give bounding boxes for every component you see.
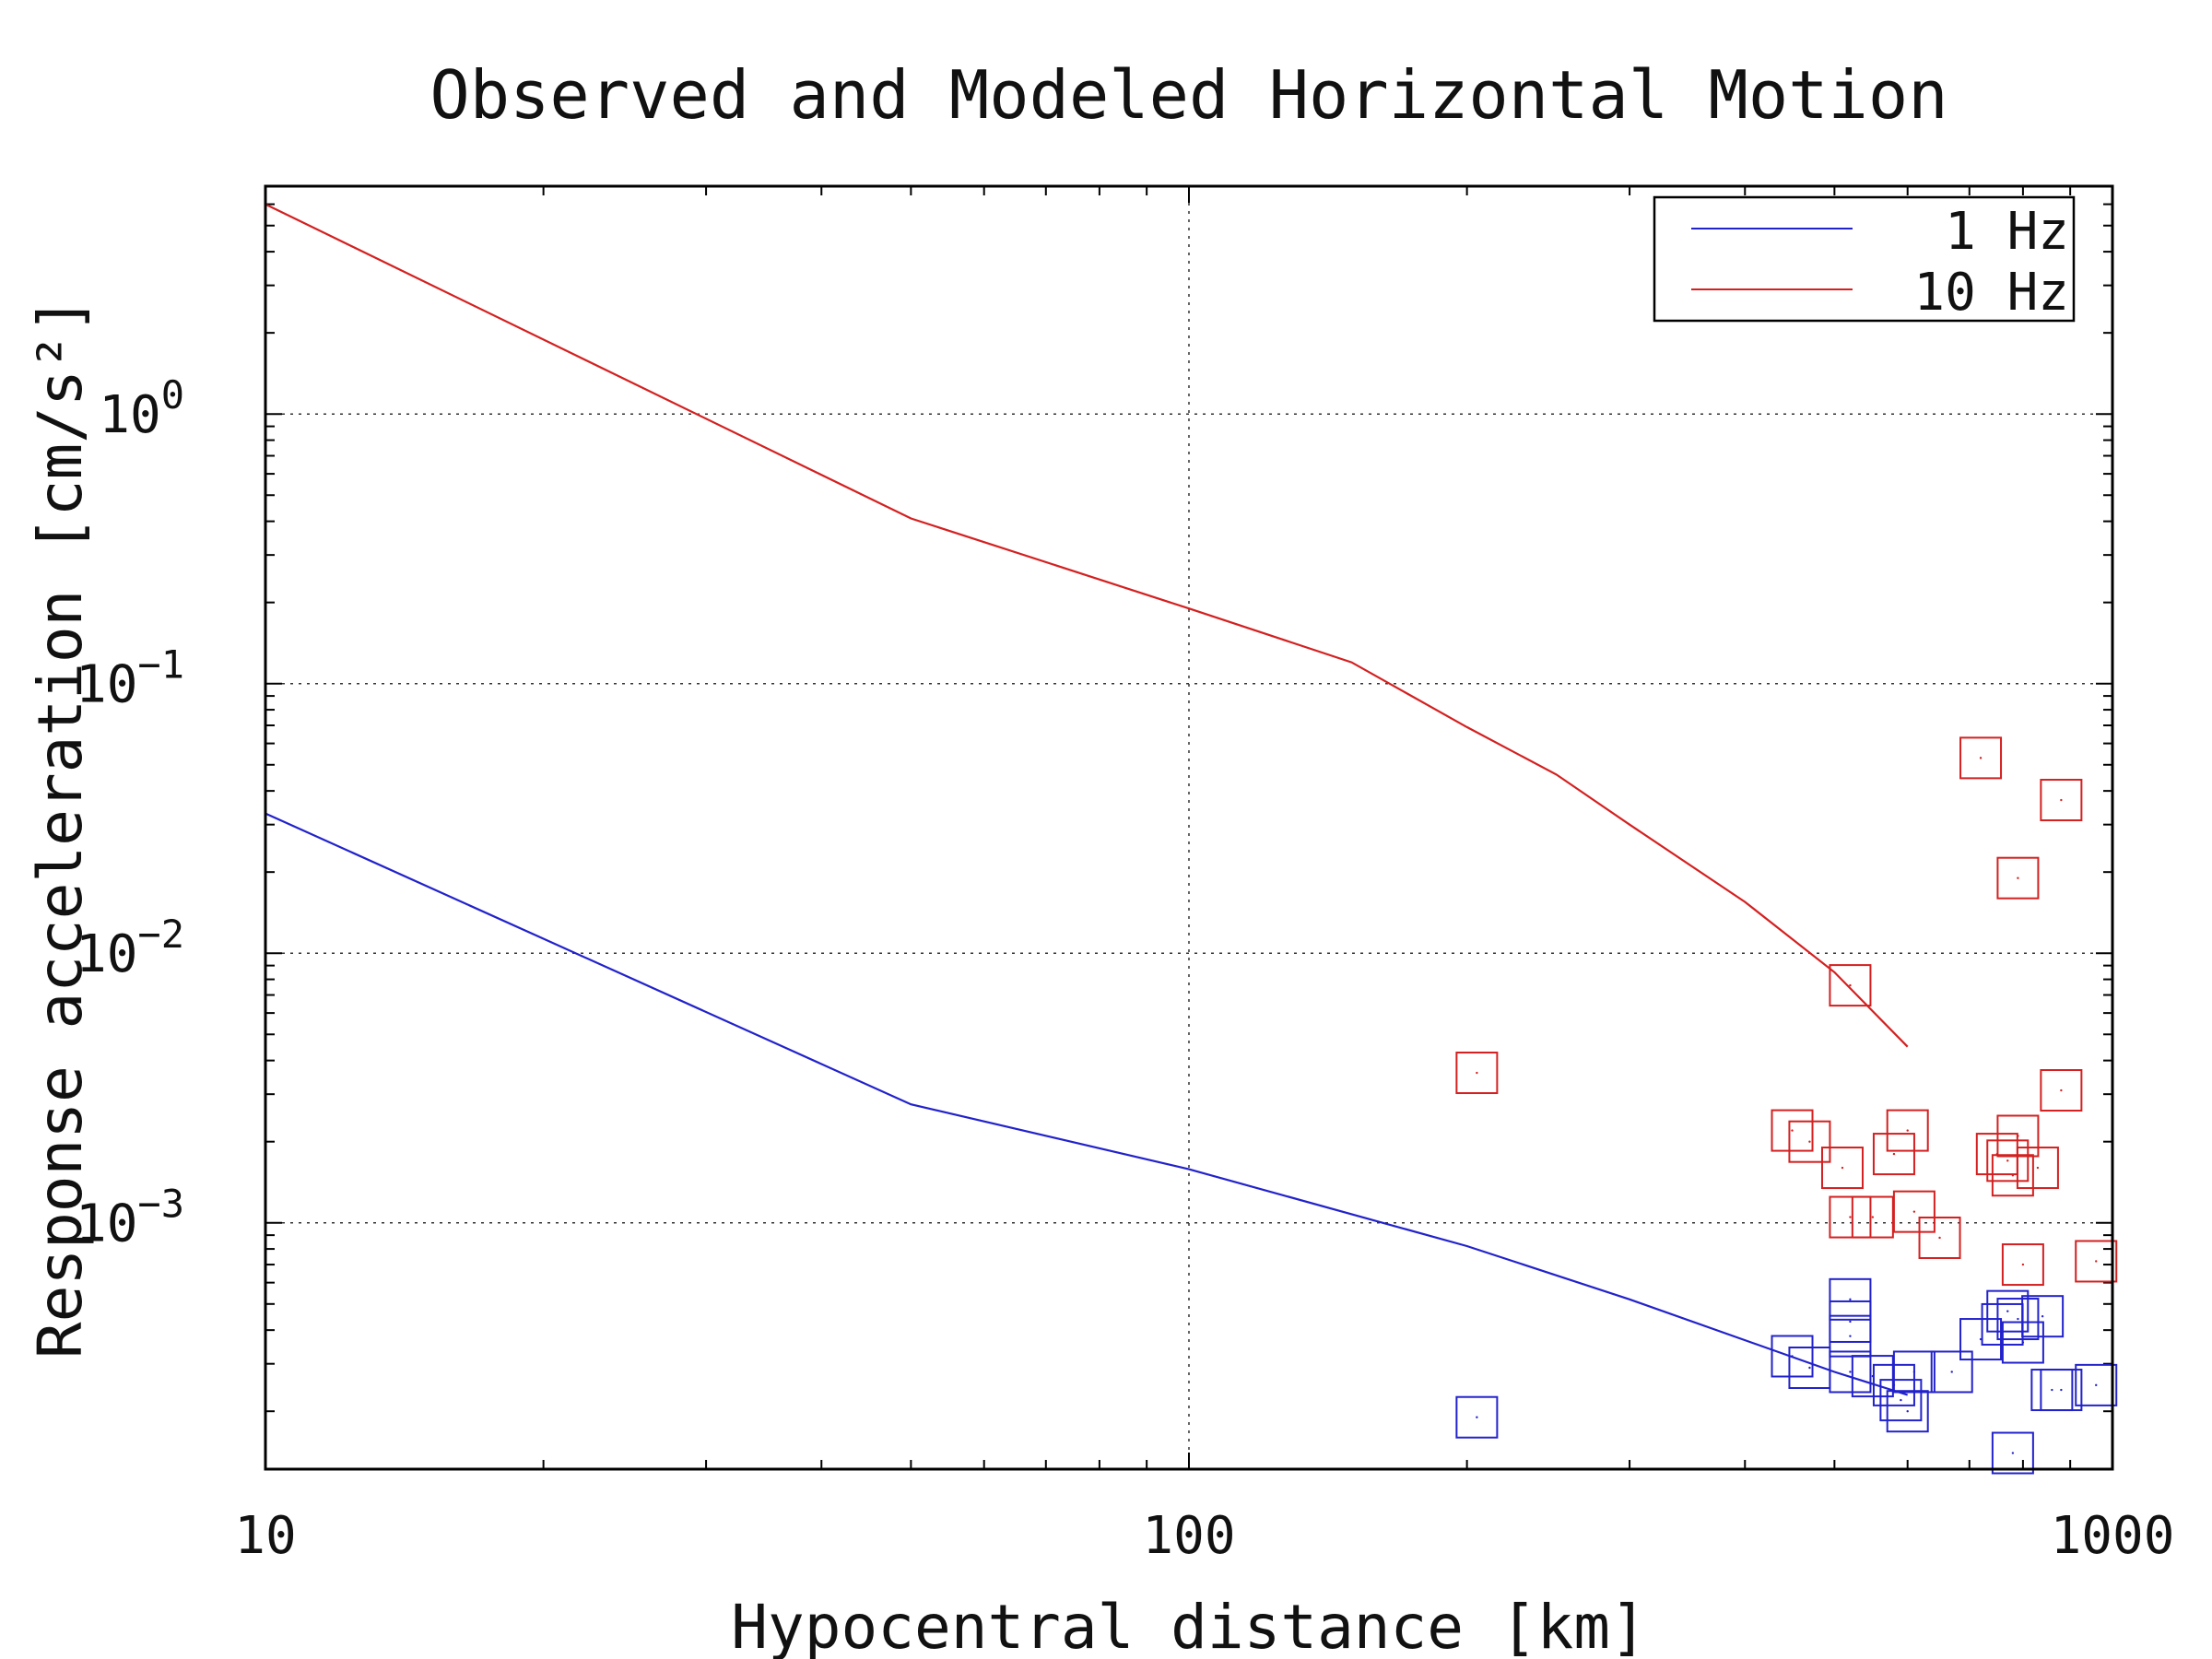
observed-point-1hz	[1996, 1298, 2040, 1341]
x-tick-label: 1000	[2051, 1506, 2175, 1566]
observed-point-10hz	[2040, 1069, 2083, 1112]
observed-point-10hz	[1829, 1195, 1872, 1239]
observed-point-center-1hz	[2041, 1314, 2044, 1318]
observed-point-1hz	[2075, 1363, 2118, 1406]
observed-point-10hz	[2040, 779, 2083, 822]
observed-point-10hz	[2001, 1243, 2044, 1287]
observed-point-center-1hz	[1912, 1371, 1916, 1373]
observed-point-center-1hz	[2017, 1317, 2019, 1321]
observed-point-1hz	[1930, 1350, 1973, 1394]
observed-point-10hz	[2075, 1240, 2118, 1283]
model-line-1hz	[265, 812, 1909, 1396]
observed-point-center-10hz	[2060, 1088, 2063, 1092]
observed-point-center-1hz	[1849, 1298, 1852, 1301]
minor-ticks	[265, 185, 2112, 1469]
x-tick-labels: 10 100 1000	[234, 1506, 2174, 1566]
observed-point-center-10hz	[1476, 1071, 1478, 1075]
chart-title: Observed and Modeled Horizontal Motion	[429, 56, 1947, 134]
observed-point-center-10hz	[2011, 1174, 2015, 1177]
observed-point-10hz	[1872, 1133, 1915, 1176]
observed-point-center-10hz	[1892, 1152, 1896, 1156]
observed-point-1hz	[2021, 1295, 2065, 1338]
observed-point-center-10hz	[2017, 1135, 2019, 1137]
observed-point-center-10hz	[2006, 1159, 2009, 1162]
observed-point-1hz	[1879, 1379, 1923, 1422]
observed-point-center-10hz	[2021, 1263, 2025, 1266]
observed-point-center-10hz	[2060, 798, 2063, 802]
observed-point-10hz	[1820, 1147, 1864, 1190]
observed-point-center-1hz	[2011, 1452, 2015, 1454]
observed-point-10hz	[1918, 1216, 1961, 1259]
observed-point-center-1hz	[1808, 1366, 1811, 1370]
observed-point-1hz	[1991, 1431, 2034, 1475]
y-tick-label: 100	[99, 372, 184, 445]
observed-point-1hz	[1892, 1350, 1936, 1394]
observed-point-1hz	[1829, 1350, 1872, 1394]
observed-point-center-1hz	[1950, 1371, 1953, 1373]
observed-point-center-1hz	[1849, 1335, 1852, 1337]
observed-point-1hz	[1829, 1314, 1872, 1358]
y-tick-labels: 100 10−1 10−2 10−3	[76, 372, 184, 1254]
y-axis-label: Response acceleration [cm/s²]	[25, 297, 96, 1359]
observed-point-center-10hz	[1808, 1140, 1811, 1143]
observed-point-10hz	[1959, 736, 2003, 780]
observed-point-center-1hz	[2006, 1310, 2009, 1312]
x-tick-label: 10	[234, 1506, 296, 1566]
observed-point-center-10hz	[1979, 757, 1983, 759]
legend-label-10hz: 10 Hz	[1913, 263, 2069, 323]
observed-point-10hz	[1771, 1109, 1814, 1152]
legend-box	[1653, 195, 2076, 323]
observed-point-center-1hz	[2051, 1388, 2053, 1392]
y-tick-label: 10−1	[76, 642, 184, 715]
x-tick-label: 100	[1142, 1506, 1235, 1566]
observed-point-1hz	[1851, 1355, 1894, 1398]
observed-point-1hz	[1829, 1277, 1872, 1321]
observed-point-10hz	[1892, 1190, 1936, 1233]
observed-point-1hz	[1986, 1289, 2030, 1333]
observed-point-center-10hz	[2017, 877, 2019, 879]
observed-point-center-10hz	[2036, 1166, 2040, 1170]
observed-point-10hz	[1991, 1154, 2034, 1197]
observed-point-center-1hz	[2095, 1383, 2098, 1387]
observed-point-center-10hz	[1906, 1129, 1909, 1132]
observed-point-center-1hz	[1906, 1410, 1909, 1413]
model-lines	[265, 203, 1909, 1396]
observed-point-center-1hz	[1791, 1355, 1794, 1358]
observed-point-center-10hz	[1841, 1166, 1844, 1170]
observed-point-center-1hz	[1849, 1371, 1852, 1373]
plot-frame	[264, 184, 2114, 1471]
observed-point-10hz	[1986, 1139, 2030, 1182]
y-tick-label: 10−3	[76, 1182, 184, 1254]
observed-point-10hz	[1996, 856, 2040, 900]
x-axis-label: Hypocentral distance [km]	[731, 1592, 1646, 1659]
observed-point-1hz	[1455, 1395, 1499, 1439]
observed-point-center-10hz	[1849, 983, 1852, 987]
observed-point-1hz	[2040, 1369, 2083, 1412]
observed-point-10hz	[1829, 964, 1872, 1007]
observed-point-center-10hz	[1938, 1236, 1941, 1240]
observed-point-10hz	[1851, 1195, 1894, 1239]
observed-point-10hz	[1455, 1052, 1499, 1095]
observed-point-center-1hz	[1476, 1416, 1478, 1418]
observed-point-center-10hz	[1849, 1216, 1852, 1218]
observed-point-1hz	[1771, 1335, 1814, 1378]
observed-point-center-10hz	[1791, 1129, 1794, 1132]
observed-point-center-10hz	[1912, 1210, 1916, 1213]
legend-label-1hz: 1 Hz	[1945, 202, 2069, 262]
observed-point-center-1hz	[2060, 1388, 2063, 1392]
y-tick-label: 10−2	[76, 912, 184, 984]
observed-point-center-1hz	[2021, 1341, 2025, 1344]
observed-point-center-10hz	[2095, 1260, 2098, 1263]
legend: 1 Hz 10 Hz	[1653, 195, 2076, 323]
observed-point-center-1hz	[1849, 1320, 1852, 1324]
observed-point-1hz	[1886, 1390, 1929, 1433]
observed-point-center-10hz	[1871, 1216, 1875, 1218]
model-line-10hz	[265, 203, 1909, 1048]
observed-point-10hz	[1788, 1120, 1831, 1163]
observed-point-center-1hz	[1900, 1398, 1902, 1402]
observed-point-10hz	[2016, 1147, 2059, 1190]
observed-markers	[1455, 736, 2118, 1475]
observed-point-10hz	[1886, 1109, 1929, 1152]
